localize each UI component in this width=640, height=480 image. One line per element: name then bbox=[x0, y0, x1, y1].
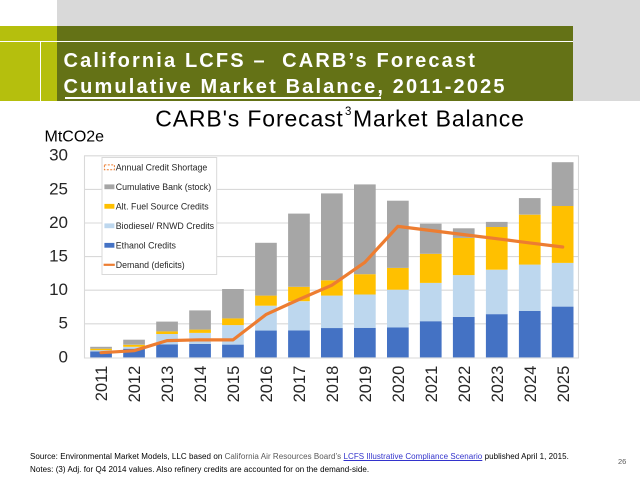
svg-text:2022: 2022 bbox=[456, 366, 474, 403]
svg-text:2023: 2023 bbox=[489, 366, 507, 403]
svg-text:2013: 2013 bbox=[159, 366, 177, 403]
svg-text:2020: 2020 bbox=[390, 366, 408, 403]
svg-text:Ethanol Credits: Ethanol Credits bbox=[116, 240, 177, 250]
svg-text:Alt. Fuel Source Credits: Alt. Fuel Source Credits bbox=[116, 201, 209, 211]
svg-text:2024: 2024 bbox=[522, 366, 540, 403]
svg-text:25: 25 bbox=[49, 179, 68, 198]
svg-text:2025: 2025 bbox=[555, 366, 573, 403]
svg-text:30: 30 bbox=[49, 146, 68, 165]
svg-text:2012: 2012 bbox=[126, 366, 144, 403]
svg-text:MtCO2e: MtCO2e bbox=[45, 128, 105, 145]
svg-text:2018: 2018 bbox=[324, 366, 342, 403]
svg-text:2011: 2011 bbox=[93, 366, 111, 401]
svg-text:5: 5 bbox=[59, 314, 68, 333]
svg-text:Biodiesel/ RNWD Credits: Biodiesel/ RNWD Credits bbox=[116, 221, 215, 231]
svg-text:Demand (deficits): Demand (deficits) bbox=[116, 260, 185, 270]
svg-text:0: 0 bbox=[59, 347, 68, 366]
svg-text:2021: 2021 bbox=[423, 366, 441, 403]
svg-text:CARB's Forecast3Market Balance: CARB's Forecast3Market Balance bbox=[155, 106, 524, 132]
svg-text:15: 15 bbox=[49, 247, 68, 266]
svg-text:2015: 2015 bbox=[225, 366, 243, 403]
svg-text:Annual Credit Shortage: Annual Credit Shortage bbox=[116, 162, 208, 172]
svg-text:Cumulative Bank (stock): Cumulative Bank (stock) bbox=[116, 182, 211, 192]
svg-text:2017: 2017 bbox=[291, 366, 309, 403]
svg-text:2019: 2019 bbox=[357, 366, 375, 403]
svg-text:10: 10 bbox=[49, 280, 68, 299]
svg-text:2014: 2014 bbox=[192, 366, 210, 403]
svg-text:2016: 2016 bbox=[258, 366, 276, 403]
svg-text:20: 20 bbox=[49, 213, 68, 232]
